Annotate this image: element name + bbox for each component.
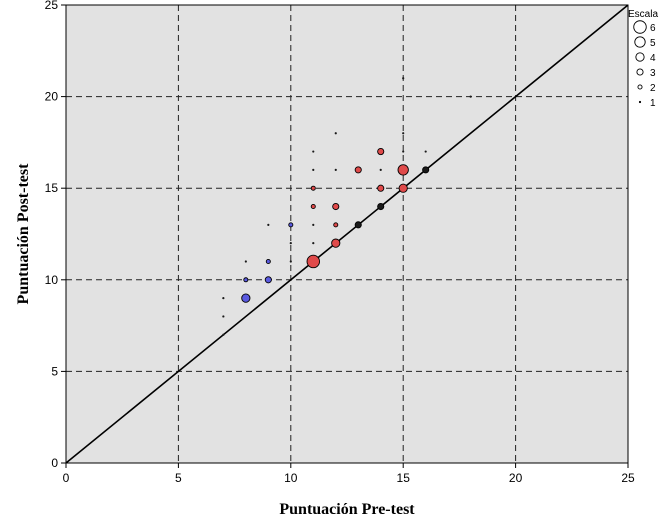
data-point — [377, 184, 385, 192]
y-tick-label: 25 — [45, 0, 59, 12]
data-points — [222, 77, 472, 336]
x-tick-label: 10 — [284, 471, 298, 485]
data-point — [310, 185, 316, 191]
y-tick-label: 20 — [45, 90, 59, 104]
data-point — [241, 293, 251, 303]
reference-diagonal-line — [65, 4, 629, 464]
data-point — [333, 222, 339, 228]
data-point — [334, 168, 337, 171]
x-tick-label: 0 — [63, 471, 70, 485]
data-point — [288, 222, 294, 228]
data-point — [289, 242, 292, 245]
y-tick-label: 10 — [45, 273, 59, 287]
data-point — [398, 183, 408, 193]
data-point — [402, 77, 405, 80]
data-point — [312, 242, 315, 245]
legend-label: 4 — [650, 53, 656, 64]
y-tick-label: 15 — [45, 181, 59, 195]
data-point — [379, 168, 382, 171]
data-point — [289, 260, 292, 263]
legend: Escala 6 5 4 3 2 1 — [628, 9, 658, 109]
data-point — [377, 202, 385, 211]
data-point — [402, 132, 405, 135]
data-point — [244, 260, 247, 263]
data-point — [469, 95, 472, 98]
legend-title: Escala — [628, 9, 658, 20]
x-tick-label: 25 — [621, 471, 635, 485]
legend-label: 5 — [650, 38, 656, 49]
data-point — [306, 254, 320, 269]
grid — [66, 5, 628, 463]
data-point — [222, 315, 225, 318]
legend-marker — [638, 100, 642, 104]
legend-label: 3 — [650, 68, 656, 79]
data-point — [422, 166, 430, 174]
data-point — [312, 150, 315, 153]
axis-ticks: 0 5 10 15 20 25 0 5 10 15 20 25 — [45, 0, 635, 485]
data-point — [424, 150, 427, 153]
x-tick-label: 15 — [397, 471, 411, 485]
legend-marker — [636, 68, 644, 76]
data-point — [332, 202, 340, 211]
legend-marker — [633, 20, 647, 34]
data-point — [267, 223, 270, 226]
data-point — [377, 148, 385, 156]
data-point — [402, 150, 405, 153]
data-point — [265, 258, 271, 264]
data-point — [331, 238, 341, 248]
data-point — [264, 276, 272, 284]
legend-label: 2 — [650, 83, 656, 94]
data-point — [243, 277, 249, 283]
data-point — [310, 204, 316, 210]
data-point — [222, 333, 225, 336]
data-point — [354, 221, 362, 229]
data-point — [354, 166, 362, 174]
y-tick-label: 0 — [51, 456, 58, 470]
x-axis-title: Puntuación Pre-test — [279, 501, 415, 518]
legend-marker — [635, 52, 645, 62]
data-point — [397, 164, 409, 176]
data-point — [312, 168, 315, 171]
legend-label: 6 — [650, 23, 656, 34]
y-tick-label: 5 — [51, 364, 58, 378]
legend-label: 1 — [650, 98, 656, 109]
legend-marker — [637, 84, 643, 90]
x-tick-label: 5 — [175, 471, 182, 485]
data-point — [334, 132, 337, 135]
x-tick-label: 20 — [509, 471, 523, 485]
data-point — [312, 223, 315, 226]
y-axis-title: Puntuación Post-test — [15, 163, 32, 305]
plot-frame — [65, 4, 629, 464]
data-point — [222, 297, 225, 300]
legend-marker — [634, 36, 646, 48]
